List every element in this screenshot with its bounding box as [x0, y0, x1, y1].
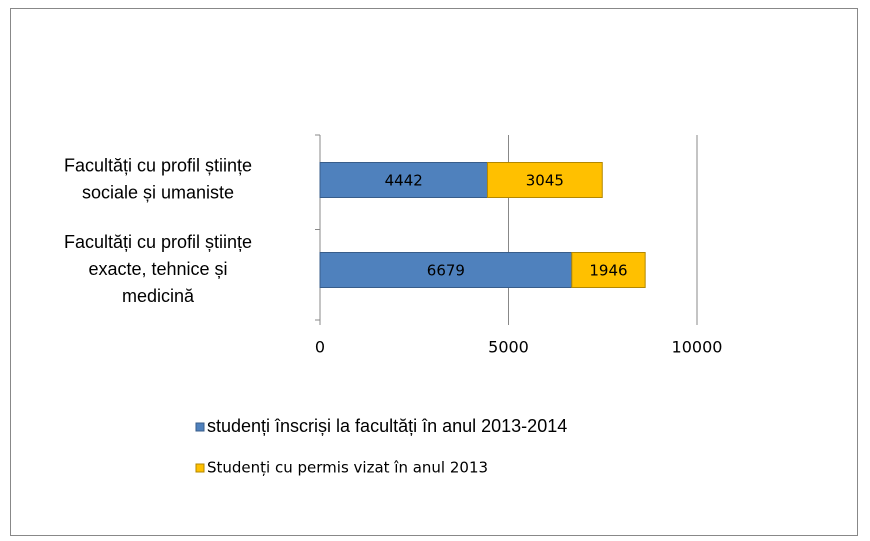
category-label-line: medicină: [122, 286, 195, 306]
value-label: 6679: [427, 262, 465, 280]
category-label-line: Facultăți cu profil științe: [64, 232, 252, 252]
legend-label: studenți înscriși la facultăți în anul 2…: [207, 416, 567, 436]
category-label-line: Facultăți cu profil științe: [64, 155, 252, 175]
value-label: 3045: [526, 172, 564, 190]
value-label: 4442: [385, 172, 423, 190]
legend-label: Studenți cu permis vizat în anul 2013: [207, 459, 488, 477]
bar-segment: [486, 162, 603, 198]
x-tick-label: 10000: [672, 338, 723, 357]
category-label: Facultăți cu profil științe exacte, tehni…: [64, 232, 252, 306]
legend-marker: [195, 463, 205, 473]
x-tick-label: 0: [315, 338, 325, 357]
category-label: Facultăți cu profil științe sociale și um…: [64, 155, 252, 202]
legend-marker: [195, 422, 205, 432]
bar-segment: [319, 252, 573, 288]
bar-segment: [319, 162, 488, 198]
value-label: 1946: [589, 262, 627, 280]
category-label-line: sociale și umaniste: [82, 182, 234, 202]
x-tick-label: 5000: [488, 338, 529, 357]
category-label-line: exacte, tehnice și: [88, 259, 227, 279]
bar-segment: [571, 252, 646, 288]
